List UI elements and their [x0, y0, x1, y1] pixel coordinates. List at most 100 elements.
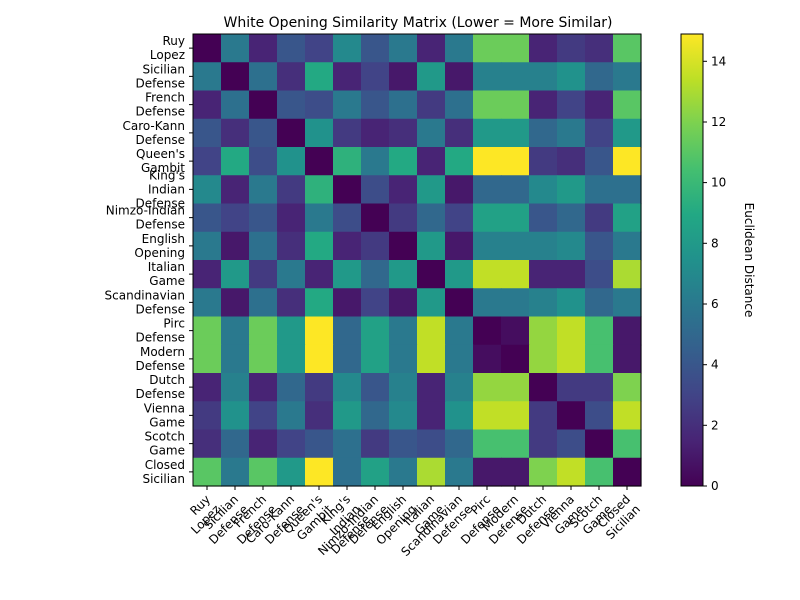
heatmap-cell [501, 457, 530, 487]
heatmap-cell [305, 316, 334, 346]
heatmap-cell [305, 288, 334, 318]
heatmap-cell [473, 373, 502, 402]
y-tick-label: Dutch Defense [136, 373, 185, 401]
heatmap-cell [333, 316, 362, 346]
heatmap-cell [193, 175, 222, 205]
heatmap-cell [221, 231, 250, 261]
heatmap-cell [193, 288, 222, 318]
heatmap-cell [585, 90, 614, 120]
heatmap-cell [277, 457, 306, 487]
colorbar-label: Euclidean Distance [742, 203, 756, 318]
heatmap-cell [277, 175, 306, 205]
heatmap-cell [473, 147, 502, 176]
heatmap-cell [445, 429, 474, 459]
heatmap-cell [585, 118, 614, 148]
y-tick-label: Sicilian Defense [136, 62, 185, 90]
heatmap-cell [361, 288, 390, 318]
heatmap-cell [557, 34, 586, 63]
heatmap-cell [361, 316, 390, 346]
heatmap-cell [613, 175, 642, 205]
heatmap-cell [613, 429, 642, 459]
colorbar-tick-label: 12 [711, 115, 726, 129]
heatmap-cell [193, 62, 222, 92]
heatmap-cell [333, 62, 362, 92]
heatmap-cell [333, 457, 362, 487]
heatmap-cell [361, 401, 390, 431]
heatmap-cell [361, 231, 390, 261]
heatmap-cell [361, 34, 390, 63]
heatmap-cell [249, 62, 278, 92]
heatmap-cell [529, 34, 558, 63]
heatmap-cell [473, 90, 502, 120]
heatmap-cell [389, 118, 418, 148]
heatmap-cell [473, 175, 502, 205]
heatmap-cell [473, 344, 502, 374]
heatmap-cell [445, 62, 474, 92]
heatmap-cell [333, 401, 362, 431]
heatmap-cell [249, 118, 278, 148]
heatmap-cell [501, 175, 530, 205]
heatmap-cell [473, 401, 502, 431]
heatmap-cell [585, 288, 614, 318]
heatmap-cell [501, 260, 530, 289]
heatmap-cell [445, 401, 474, 431]
heatmap-cell [585, 62, 614, 92]
colorbar-tick-label: 10 [711, 176, 726, 190]
heatmap-cell [277, 401, 306, 431]
heatmap-cell [501, 373, 530, 402]
heatmap-cell [557, 288, 586, 318]
heatmap-cell [277, 344, 306, 374]
heatmap-cell [333, 203, 362, 233]
plot-frame [192, 33, 642, 487]
heatmap-cell [585, 429, 614, 459]
heatmap-cell [501, 34, 530, 63]
heatmap-cell [417, 34, 446, 63]
heatmap-cell [305, 260, 334, 289]
heatmap-cell [529, 457, 558, 487]
heatmap-cell [361, 373, 390, 402]
heatmap-cell [501, 118, 530, 148]
heatmap-cell [585, 260, 614, 289]
heatmap-cell [557, 457, 586, 487]
heatmap-cell [277, 147, 306, 176]
heatmap-cell [277, 316, 306, 346]
heatmap-cell [613, 260, 642, 289]
heatmap-cell [529, 175, 558, 205]
heatmap-cell [361, 457, 390, 487]
heatmap-cell [193, 34, 222, 63]
heatmap-cell [417, 203, 446, 233]
heatmap-cell [389, 147, 418, 176]
colorbar [680, 33, 704, 487]
heatmap-cell [613, 401, 642, 431]
heatmap-cell [305, 147, 334, 176]
heatmap-cell [277, 288, 306, 318]
heatmap-cell [221, 90, 250, 120]
heatmap-cell [249, 344, 278, 374]
heatmap-cell [585, 316, 614, 346]
heatmap-cell [305, 231, 334, 261]
heatmap-cell [249, 401, 278, 431]
heatmap-cell [613, 231, 642, 261]
heatmap-cell [361, 260, 390, 289]
y-tick-label: Scandinavian Defense [105, 288, 185, 316]
heatmap-cell [389, 457, 418, 487]
heatmap-cell [585, 373, 614, 402]
heatmap-cell [333, 118, 362, 148]
heatmap-cell [221, 316, 250, 346]
heatmap-cell [557, 62, 586, 92]
heatmap-cell [221, 203, 250, 233]
heatmap-cell [585, 401, 614, 431]
heatmap-cell [473, 62, 502, 92]
heatmap-cell [445, 118, 474, 148]
heatmap-cell [557, 231, 586, 261]
heatmap-cell [361, 62, 390, 92]
heatmap-cell [249, 231, 278, 261]
heatmap-cell [361, 344, 390, 374]
heatmap-cell [417, 147, 446, 176]
heatmap-cell [613, 457, 642, 487]
heatmap-cell [613, 118, 642, 148]
heatmap-cell [417, 373, 446, 402]
colorbar-tick-label: 14 [711, 54, 726, 68]
